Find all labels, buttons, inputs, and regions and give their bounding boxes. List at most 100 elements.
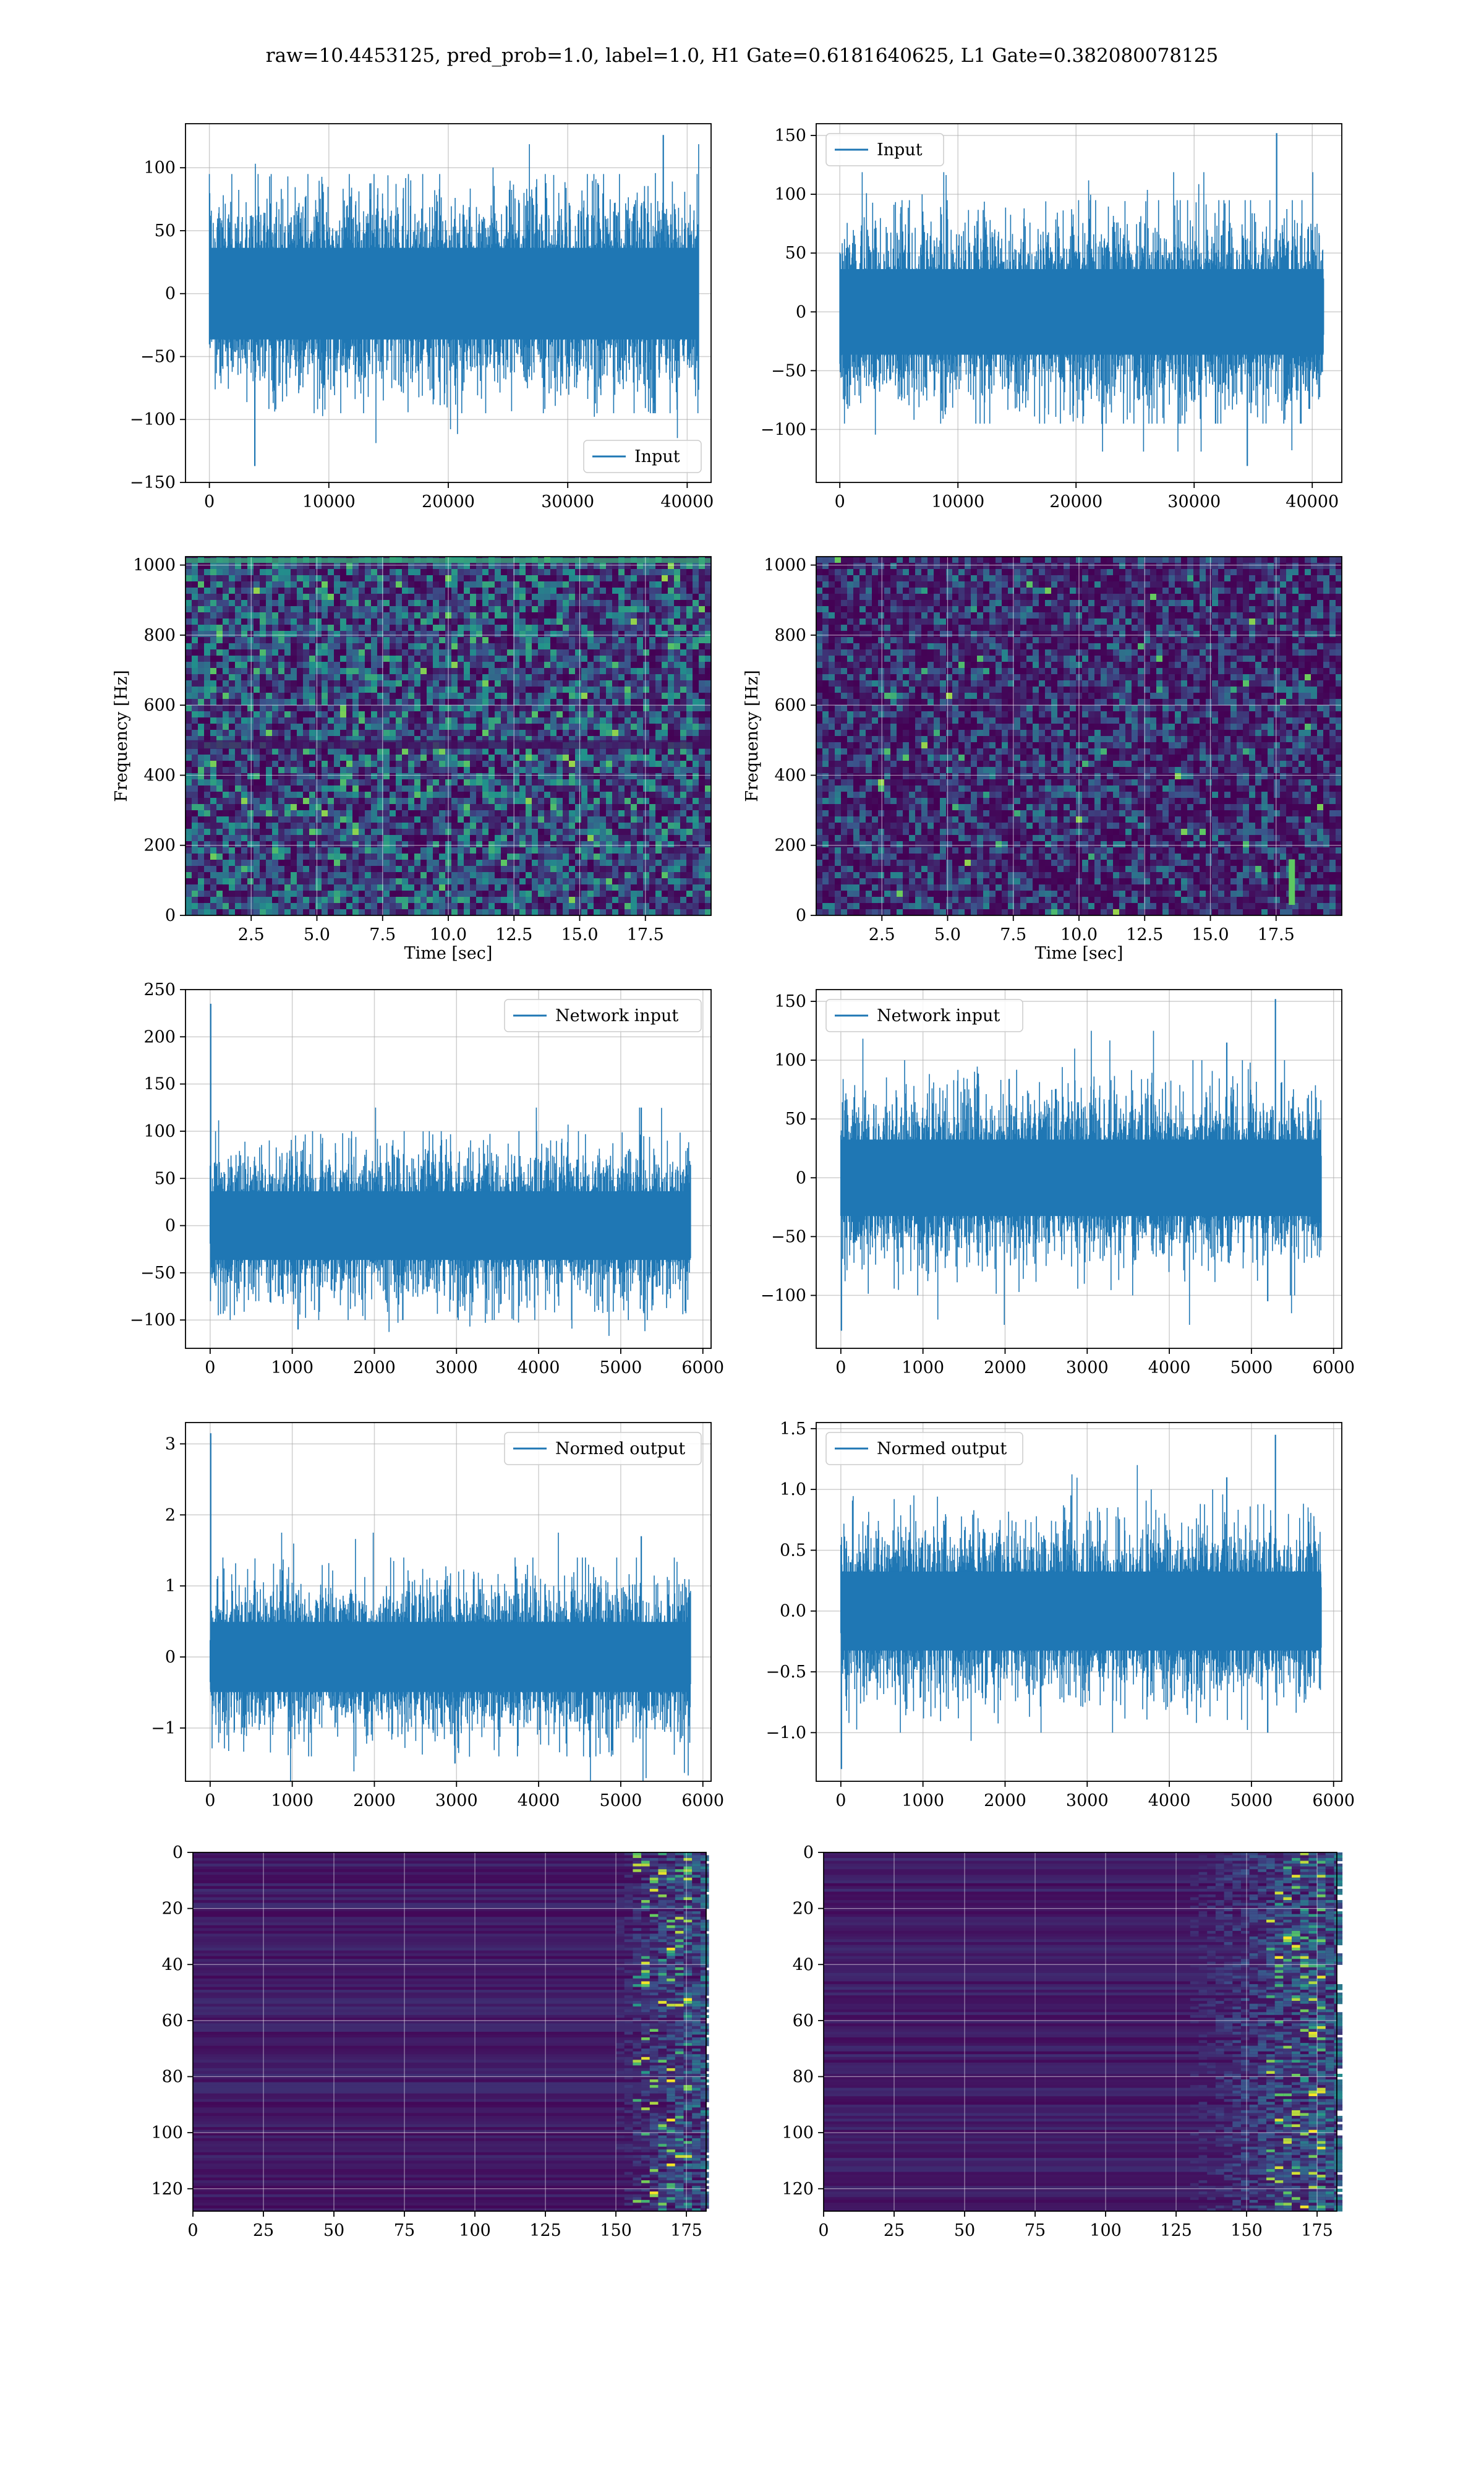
x-tick-label: 150 xyxy=(1230,2221,1263,2240)
x-tick-label: 3000 xyxy=(1066,1358,1109,1377)
legend-label: Network input xyxy=(555,1006,678,1025)
y-tick-label: 50 xyxy=(155,221,176,241)
y-tick-label: 80 xyxy=(162,2068,183,2087)
x-axis-label: Time [sec] xyxy=(1035,944,1124,963)
x-tick-label: 0 xyxy=(835,1358,846,1377)
y-tick-label: 50 xyxy=(785,244,806,263)
signal-core xyxy=(210,1191,691,1261)
x-tick-label: 6000 xyxy=(1312,1358,1355,1377)
y-tick-label: 20 xyxy=(162,1899,183,1919)
axes-frame xyxy=(185,1422,712,1782)
panel-l1-spec: 2.5 5.0 7.5 10.0 12.5 15.0 17.5 1000 800 600 400 20… xyxy=(743,556,1342,963)
x-tick-label: 100 xyxy=(459,2221,491,2240)
x-tick-label: 50 xyxy=(954,2221,975,2240)
x-tick-label: 0 xyxy=(818,2221,829,2240)
x-tick-label: 2000 xyxy=(353,1791,396,1810)
y-tick-label: 100 xyxy=(782,2123,814,2142)
x-tick-label: 20000 xyxy=(422,492,475,511)
legend: Normed output xyxy=(825,1432,1023,1465)
y-tick-label: −100 xyxy=(130,1311,176,1330)
y-tick-label: 1 xyxy=(165,1577,176,1596)
x-tick-label: 2.5 xyxy=(869,925,895,944)
legend-label: Input xyxy=(634,447,680,466)
y-tick-label: 0 xyxy=(173,1843,183,1862)
y-tick-label: 0 xyxy=(796,1168,806,1188)
legend-label: Input xyxy=(877,140,923,160)
y-tick-label: 0 xyxy=(803,1843,814,1862)
axes-frame xyxy=(823,1852,1337,2212)
chirp-signal xyxy=(1289,859,1295,905)
y-tick-label: 50 xyxy=(785,1110,806,1129)
x-tick-label: 40000 xyxy=(660,492,714,511)
panel-h1-feat: 0 25 50 75 100 125 150 175 0 20 40 60 80 100 120 xyxy=(151,1843,709,2240)
y-tick-label: 400 xyxy=(143,766,176,785)
x-tick-label: 30000 xyxy=(541,492,594,511)
y-tick-label: 40 xyxy=(793,1955,814,1974)
x-tick-label: 4000 xyxy=(518,1791,560,1810)
legend-label: Normed output xyxy=(555,1439,685,1458)
y-tick-label: 60 xyxy=(162,2011,183,2031)
x-axis-label: Time [sec] xyxy=(404,944,493,963)
signal-core xyxy=(840,269,1324,355)
signal-trace xyxy=(210,1003,691,1336)
axes-frame xyxy=(816,989,1342,1349)
y-tick-label: 150 xyxy=(774,992,806,1011)
y-tick-label: 50 xyxy=(155,1169,176,1188)
y-tick-label: 0 xyxy=(165,1217,176,1236)
y-tick-label: −150 xyxy=(130,473,176,492)
x-tick-label: 0 xyxy=(835,492,845,511)
y-tick-label: 150 xyxy=(143,1075,176,1094)
panel-l1-net: 0 1000 2000 3000 4000 5000 6000 150 100 50 0 −50 −10… xyxy=(761,989,1355,1377)
x-tick-label: 15.0 xyxy=(1192,925,1229,944)
x-tick-label: 10000 xyxy=(302,492,356,511)
y-tick-label: 100 xyxy=(143,1122,176,1141)
y-tick-label: 100 xyxy=(774,1051,806,1070)
y-tick-label: 120 xyxy=(151,2180,183,2199)
panels: 0 10000 20000 30000 40000100500−50−100−150In… xyxy=(112,123,1355,2240)
x-tick-label: 12.5 xyxy=(495,925,532,944)
y-tick-label: 0 xyxy=(165,1648,176,1667)
y-tick-label: −100 xyxy=(761,1286,806,1305)
y-tick-label: 200 xyxy=(143,836,176,855)
axes-frame xyxy=(185,556,712,916)
y-tick-label: 150 xyxy=(774,126,806,145)
y-tick-label: 1.5 xyxy=(780,1419,806,1439)
y-tick-label: −50 xyxy=(140,1264,176,1283)
y-tick-label: 1000 xyxy=(133,556,176,575)
y-tick-label: −100 xyxy=(130,410,176,429)
x-tick-label: 5.0 xyxy=(304,925,330,944)
y-tick-label: 100 xyxy=(143,158,176,178)
y-tick-label: 400 xyxy=(774,766,806,785)
x-tick-label: 6000 xyxy=(1312,1791,1355,1810)
y-tick-label: 1000 xyxy=(764,556,806,575)
y-tick-label: 20 xyxy=(793,1899,814,1919)
x-tick-label: 5000 xyxy=(1230,1791,1273,1810)
x-tick-label: 6000 xyxy=(681,1791,724,1810)
y-tick-label: 0 xyxy=(165,906,176,925)
x-tick-label: 0 xyxy=(205,1358,215,1377)
y-tick-label: 0 xyxy=(796,906,806,925)
x-tick-label: 2.5 xyxy=(238,925,265,944)
legend: Network input xyxy=(504,999,702,1032)
x-tick-label: 75 xyxy=(394,2221,415,2240)
x-tick-label: 4000 xyxy=(1148,1358,1191,1377)
x-tick-label: 10.0 xyxy=(1060,925,1098,944)
y-tick-label: −1 xyxy=(151,1719,176,1738)
y-tick-label: 250 xyxy=(143,980,176,999)
x-tick-label: 100 xyxy=(1090,2221,1122,2240)
x-tick-label: 3000 xyxy=(435,1791,478,1810)
legend: Input xyxy=(583,440,702,473)
y-tick-label: 600 xyxy=(774,696,806,715)
x-tick-label: 5000 xyxy=(600,1358,642,1377)
x-tick-label: 3000 xyxy=(1066,1791,1109,1810)
x-tick-label: 0 xyxy=(835,1791,846,1810)
figure-suptitle: raw=10.4453125, pred_prob=1.0, label=1.0… xyxy=(266,45,1218,67)
feature-map-cells xyxy=(193,1852,709,2212)
axes-frame xyxy=(816,1422,1342,1782)
signal-core xyxy=(210,1622,691,1692)
y-tick-label: −50 xyxy=(771,1227,806,1246)
x-tick-label: 0 xyxy=(187,2221,198,2240)
y-tick-label: 100 xyxy=(151,2123,183,2142)
y-tick-label: 0 xyxy=(165,285,176,304)
